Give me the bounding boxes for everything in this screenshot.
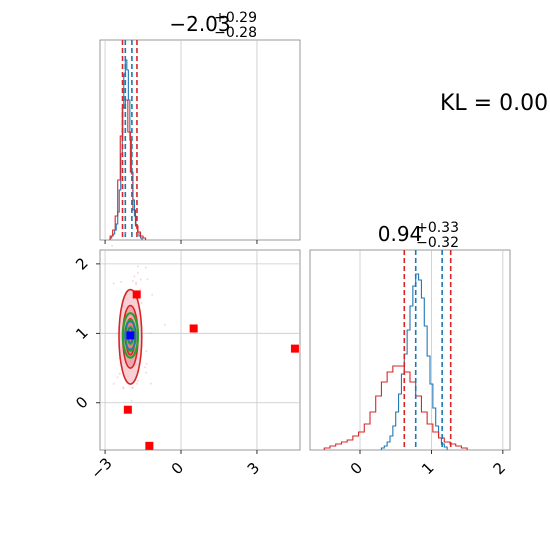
joint-sample-point (135, 283, 138, 286)
joint-sample-point (118, 372, 121, 375)
marginal-x-title: −2.03 (169, 12, 230, 36)
joint-sample-point (112, 282, 115, 285)
joint-sample-point (145, 350, 148, 353)
marginal-y-title-value: 0.94 (378, 222, 423, 246)
joint-sample-point (120, 280, 123, 283)
joint-markers (123, 290, 299, 450)
joint-outlier-marker (189, 324, 198, 333)
joint-sample-point (135, 382, 138, 385)
joint-sample-point (112, 382, 115, 385)
marginal-x-title-sub: −0.28 (214, 25, 257, 41)
marginal-x-frame (99, 39, 301, 241)
joint-sample-point (163, 323, 166, 326)
joint-x-tick-label: 0 (168, 459, 187, 478)
joint-sample-point (133, 275, 136, 278)
marginal-x-histograms (109, 59, 147, 240)
marginal-y-quantile-lines (403, 250, 452, 450)
marginal-y-frame (309, 249, 511, 451)
joint-sample-point (149, 332, 152, 335)
joint-true-value-marker (126, 331, 135, 340)
joint-grid (100, 250, 300, 450)
joint-outlier-marker (290, 344, 299, 353)
marginal-y-panel: 0 1 2 0.94 +0.33 −0.32 (309, 220, 511, 478)
joint-sample-point (131, 386, 134, 389)
joint-sample-point (135, 281, 138, 284)
joint-contour-blue (124, 320, 137, 351)
joint-sample-point (149, 382, 152, 385)
joint-sample-point (140, 301, 143, 304)
joint-sample-point (131, 279, 134, 282)
marginal-y-tick-label: 2 (490, 459, 509, 478)
kl-divergence-label: KL = 0.00 (440, 91, 548, 116)
joint-sample-point (144, 266, 147, 269)
joint-y-tick-label: 2 (72, 254, 91, 273)
joint-sample-point (122, 386, 125, 389)
joint-frame (99, 249, 301, 451)
marginal-x-title-sup: +0.29 (214, 10, 257, 26)
joint-contour-green (121, 312, 140, 359)
joint-outlier-marker (132, 290, 141, 299)
joint-sample-point (146, 278, 149, 281)
marginal-y-histogram-blue (380, 273, 448, 450)
marginal-x-ticks (104, 240, 258, 244)
joint-sample-point (136, 271, 139, 274)
joint-sample-point (139, 288, 142, 291)
joint-sample-point (151, 293, 154, 296)
marginal-y-histograms (323, 273, 468, 450)
joint-sample-point (136, 379, 139, 382)
joint-sample-point (144, 366, 147, 369)
marginal-y-tick-label: 1 (418, 459, 437, 478)
marginal-y-ticks: 0 1 2 (347, 450, 509, 478)
joint-sample-point (116, 332, 119, 335)
joint-y-tick-label: 0 (72, 393, 91, 412)
marginal-y-title: 0.94 (378, 222, 423, 246)
joint-sample-point (124, 232, 127, 235)
joint-ticks: −3 0 3 0 1 2 (72, 254, 263, 483)
joint-x-tick-label: 3 (244, 459, 263, 478)
joint-sample-point (136, 265, 139, 268)
marginal-y-title-sub: −0.32 (416, 235, 459, 251)
joint-outlier-marker (123, 405, 132, 414)
marginal-x-grid (104, 40, 258, 240)
marginal-x-quantile-lines (121, 40, 138, 240)
joint-sample-point (116, 376, 119, 379)
marginal-y-tick-label: 0 (347, 459, 366, 478)
joint-sample-point (111, 244, 114, 247)
joint-sample-point (122, 387, 125, 390)
marginal-x-histogram-red (109, 99, 147, 240)
joint-panel: −3 0 3 0 1 2 (72, 232, 301, 483)
joint-sample-point (131, 387, 134, 390)
joint-sample-point (130, 399, 133, 402)
joint-sample-point (139, 278, 142, 281)
marginal-x-panel: −2.03 +0.29 −0.28 (99, 10, 301, 244)
joint-sample-point (145, 371, 148, 374)
marginal-y-title-sup: +0.33 (416, 220, 459, 236)
joint-outlier-marker (145, 441, 154, 450)
marginal-x-title-value: −2.03 (169, 12, 230, 36)
joint-y-tick-label: 1 (72, 324, 91, 343)
marginal-y-histogram-red (323, 365, 468, 450)
joint-sample-point (145, 362, 148, 365)
marginal-y-grid (359, 250, 504, 450)
joint-x-tick-label: −3 (87, 454, 115, 482)
